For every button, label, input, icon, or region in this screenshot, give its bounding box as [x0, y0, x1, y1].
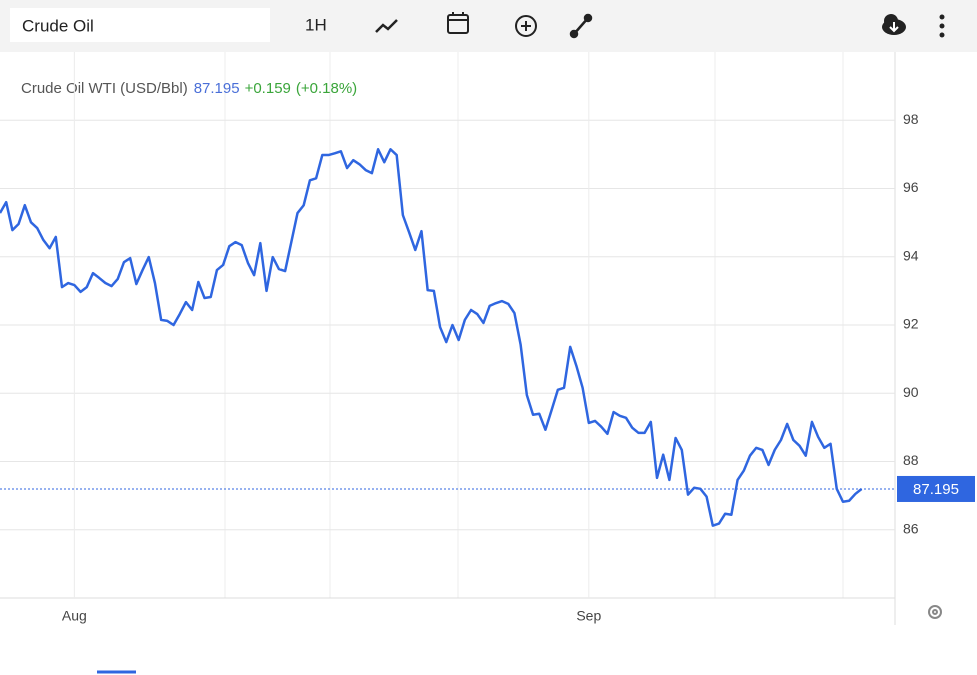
last-price: 87.195: [194, 80, 240, 97]
last-price-badge: [897, 475, 975, 502]
add-icon[interactable]: [515, 15, 537, 37]
y-tick-label: 86: [903, 520, 919, 536]
interval-button[interactable]: 1H: [305, 15, 327, 34]
search-text[interactable]: Crude Oil: [22, 16, 94, 35]
y-tick-label: 94: [903, 247, 919, 263]
price-change: +0.159: [245, 80, 291, 97]
y-tick-label: 90: [903, 384, 919, 400]
download-icon[interactable]: [882, 14, 906, 35]
last-price-label: 87.195: [913, 481, 959, 498]
y-tick-label: 92: [903, 316, 919, 332]
x-tick-label: Sep: [576, 608, 601, 624]
x-tick-label: Aug: [62, 608, 87, 624]
y-tick-label: 88: [903, 452, 919, 468]
y-tick-label: 96: [903, 179, 919, 195]
settings-icon[interactable]: [928, 605, 942, 619]
chart-title: Crude Oil WTI (USD/Bbl): [21, 80, 188, 97]
price-line: [0, 148, 863, 527]
calendar-icon[interactable]: [447, 12, 469, 34]
menu-icon[interactable]: [939, 14, 945, 38]
price-change-percent: (+0.18%): [296, 80, 357, 97]
chart-type-icon[interactable]: [375, 19, 398, 33]
draw-icon[interactable]: [569, 13, 593, 39]
y-tick-label: 98: [903, 111, 919, 127]
search-box[interactable]: [10, 8, 270, 42]
